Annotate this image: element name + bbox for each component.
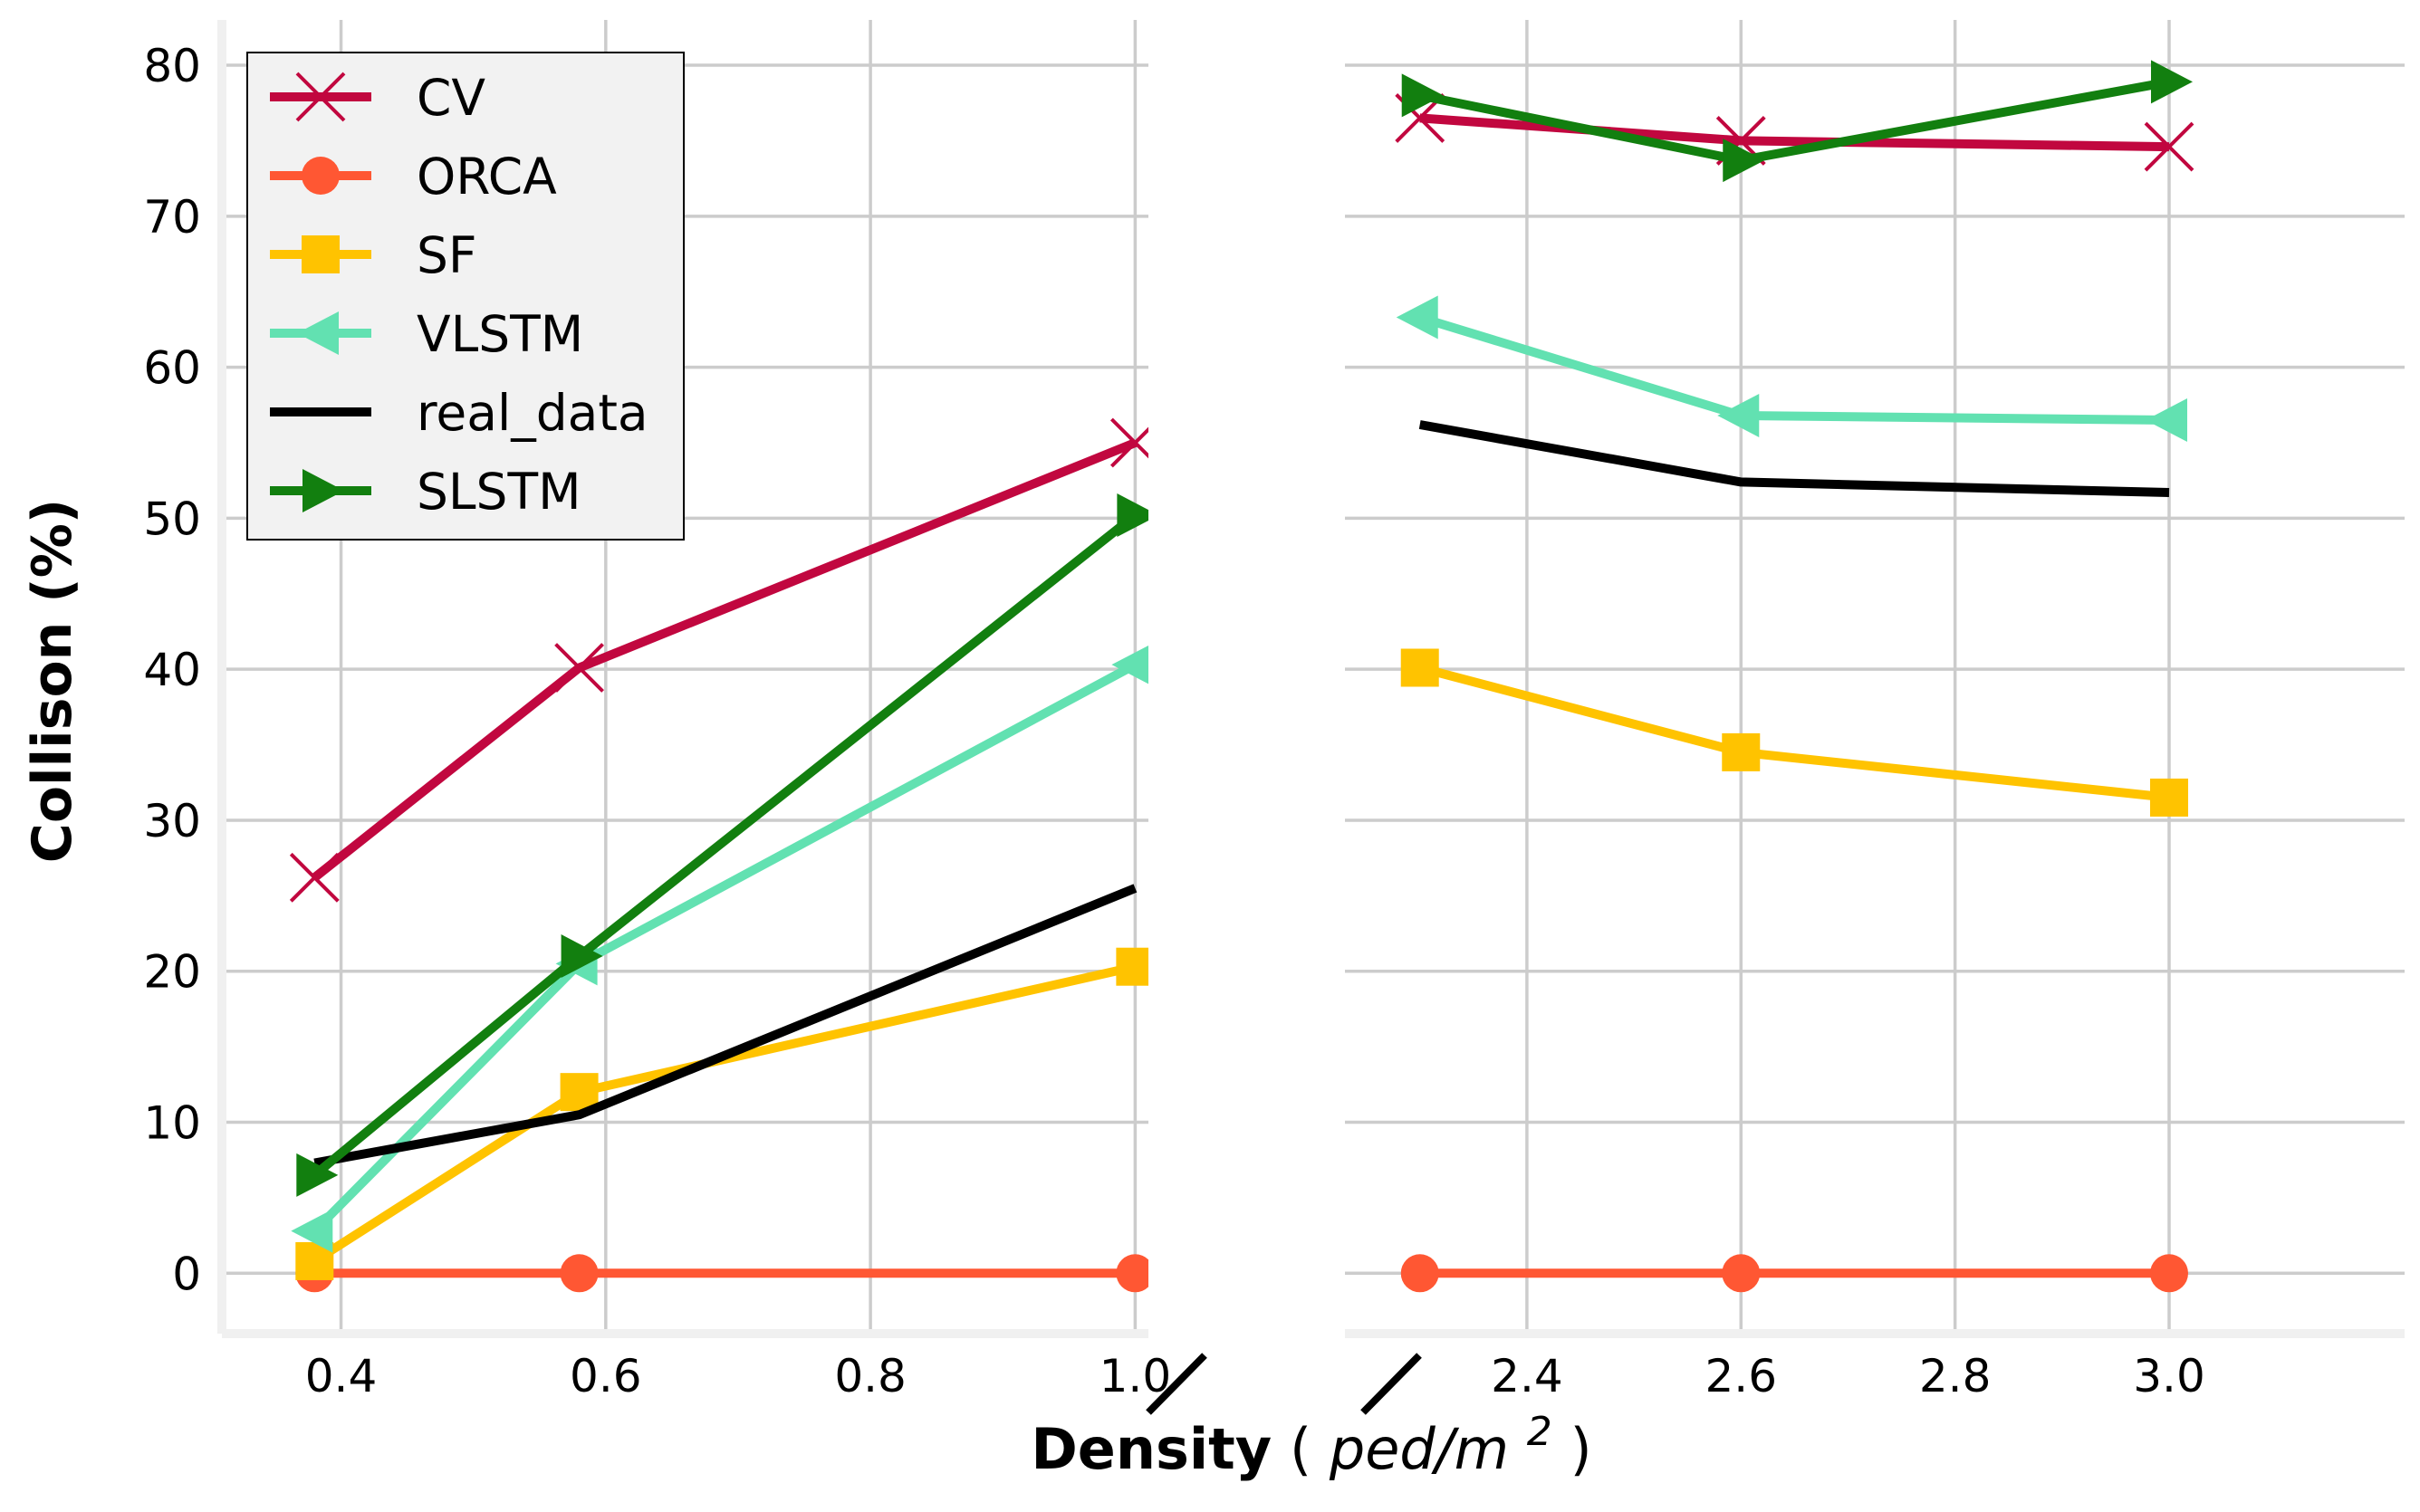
x-axis-title-paren-close: ) xyxy=(1570,1416,1591,1482)
legend-label-slstm: SLSTM xyxy=(417,463,581,521)
point-vlstm xyxy=(2146,397,2187,442)
point-cv xyxy=(2144,121,2194,172)
series-real-data-right xyxy=(1418,420,2170,497)
series-slstm-right xyxy=(1401,60,2193,183)
y-tick-label: 70 xyxy=(143,191,201,244)
point-vlstm xyxy=(1111,645,1148,684)
series-cv-right xyxy=(1395,92,2194,172)
tick-labels: 0 10 20 30 40 50 60 70 80 0.4 0.6 0.8 1.0 2.4 2.6 2.8 3.… xyxy=(143,40,2204,1402)
y-tick-label: 50 xyxy=(143,493,201,545)
axes-spines xyxy=(217,20,2405,1338)
point-vlstm xyxy=(1396,295,1438,340)
point-slstm xyxy=(296,1153,339,1197)
point-slstm xyxy=(2151,60,2193,104)
point-slstm xyxy=(1117,493,1148,538)
legend-entry-real-data: real_data xyxy=(270,384,648,442)
point-cv xyxy=(289,852,340,903)
x-axis-title-unit: ped/m xyxy=(1329,1416,1509,1482)
axis-break-mark-left xyxy=(1146,1353,1207,1415)
y-tick-label: 0 xyxy=(172,1248,201,1300)
point-sf xyxy=(1400,648,1439,687)
x-tick-label: 0.8 xyxy=(834,1350,907,1402)
legend-label-sf: SF xyxy=(417,226,477,284)
point-slstm xyxy=(1401,73,1444,118)
x-tick-label: 2.8 xyxy=(1919,1350,1992,1402)
line-sf-left xyxy=(312,962,1137,1266)
x-tick-label: 0.6 xyxy=(570,1350,642,1402)
y-tick-label: 80 xyxy=(143,40,201,92)
line-real-data-left xyxy=(313,884,1138,1168)
line-real-data-right xyxy=(1418,420,2170,497)
point-sf xyxy=(1722,732,1761,771)
legend-marker-cv xyxy=(295,72,346,122)
axis-break-marks xyxy=(1146,1353,1422,1415)
legend-label-orca: ORCA xyxy=(417,148,557,206)
legend-label-cv: CV xyxy=(417,69,485,127)
legend-marker-orca xyxy=(302,157,340,195)
point-cv xyxy=(554,643,605,693)
x-tick-label: 0.4 xyxy=(305,1350,378,1402)
point-sf xyxy=(2150,778,2188,817)
x-tick-label: 2.6 xyxy=(1705,1350,1778,1402)
x-tick-label: 1.0 xyxy=(1100,1350,1172,1402)
line-vlstm-left xyxy=(311,660,1138,1235)
point-slstm xyxy=(1723,139,1765,183)
point-orca xyxy=(1400,1254,1439,1293)
legend-entry-vlstm: VLSTM xyxy=(270,305,583,363)
series-layer xyxy=(289,60,2194,1293)
line-sf-right xyxy=(1418,663,2170,802)
point-cv xyxy=(1109,417,1148,468)
y-tick-label: 60 xyxy=(143,342,201,395)
series-vlstm-right xyxy=(1396,295,2187,442)
series-vlstm-left xyxy=(291,645,1148,1253)
x-tick-label: 2.4 xyxy=(1491,1350,1563,1402)
point-vlstm xyxy=(1717,393,1760,437)
legend: CV ORCA SF VLSTM real_data SLSTM xyxy=(246,52,685,541)
series-real-data-left xyxy=(313,884,1138,1168)
series-slstm-left xyxy=(296,493,1148,1197)
legend-box xyxy=(246,52,685,541)
line-slstm-left xyxy=(312,512,1138,1179)
series-cv-left xyxy=(289,417,1148,903)
legend-marker-slstm xyxy=(302,469,344,512)
series-sf-right xyxy=(1400,648,2188,817)
y-axis-title: Collison (%) xyxy=(21,499,84,863)
x-tick-label: 3.0 xyxy=(2133,1350,2205,1402)
x-axis-title-paren-open: ( xyxy=(1290,1416,1311,1482)
x-axis-title-bold: Density xyxy=(1031,1416,1272,1482)
x-axis-title: Density ( ped/m 2 ) xyxy=(1031,1392,1591,1482)
legend-entry-orca: ORCA xyxy=(270,148,557,206)
legend-entry-slstm: SLSTM xyxy=(270,463,581,521)
point-sf xyxy=(1116,947,1148,986)
legend-label-vlstm: VLSTM xyxy=(417,305,583,363)
x-axis-title-exponent: 2 xyxy=(1527,1409,1552,1455)
series-orca-left xyxy=(295,1254,1148,1293)
point-orca xyxy=(560,1254,599,1293)
point-orca xyxy=(1722,1254,1761,1293)
y-tick-label: 10 xyxy=(143,1097,201,1150)
axis-break-mark-right xyxy=(1360,1353,1422,1415)
point-vlstm xyxy=(291,1209,333,1253)
grid-layer xyxy=(222,20,2405,1334)
legend-marker-sf xyxy=(302,235,340,273)
point-orca xyxy=(1116,1254,1148,1293)
point-slstm xyxy=(561,934,603,979)
legend-entry-sf: SF xyxy=(270,226,477,284)
y-tick-label: 30 xyxy=(143,795,201,847)
point-orca xyxy=(2150,1254,2188,1293)
legend-marker-vlstm xyxy=(297,311,339,355)
legend-label-real-data: real_data xyxy=(417,384,648,442)
y-tick-label: 20 xyxy=(143,946,201,999)
y-tick-label: 40 xyxy=(143,644,201,696)
legend-entry-cv: CV xyxy=(270,69,485,127)
series-orca-right xyxy=(1400,1254,2188,1293)
